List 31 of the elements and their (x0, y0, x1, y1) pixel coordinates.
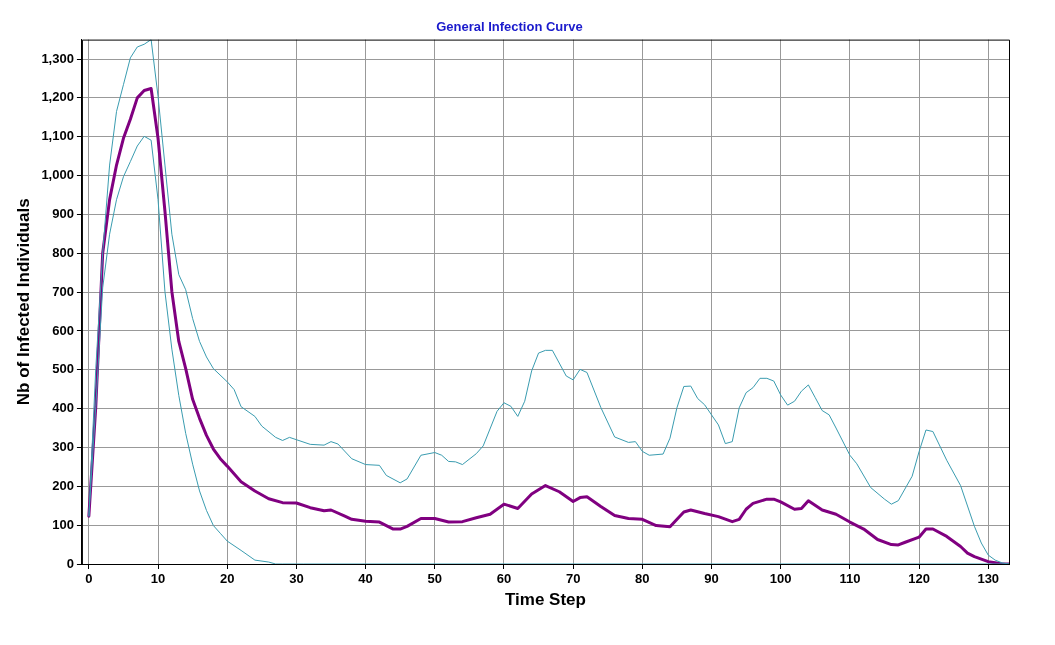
y-tick-label: 0 (66, 555, 74, 571)
x-tick-label: 30 (289, 571, 304, 587)
y-tick-label: 1,100 (41, 128, 74, 144)
chart-title: General Infection Curve (436, 19, 583, 35)
y-tick-label: 800 (52, 244, 74, 260)
y-tick-label: 200 (52, 477, 74, 493)
x-tick-label: 0 (85, 571, 93, 587)
x-tick-label: 50 (427, 571, 443, 587)
y-tick-label: 1,200 (41, 89, 74, 105)
x-tick-label: 60 (496, 571, 512, 587)
x-tick-label: 90 (704, 571, 719, 587)
x-tick-label: 100 (769, 571, 792, 587)
y-tick-label: 1,300 (41, 50, 74, 66)
y-tick-label: 400 (52, 400, 74, 416)
y-tick-label: 100 (52, 516, 74, 532)
x-tick-label: 80 (635, 571, 650, 587)
y-tick-label: 1,000 (41, 167, 74, 183)
y-tick-label: 300 (52, 439, 74, 455)
x-tick-label: 20 (219, 571, 235, 587)
y-tick-label: 900 (52, 205, 74, 221)
x-axis-title: Time Step (505, 590, 586, 610)
y-axis-title: Nb of Infected Individuals (13, 198, 33, 406)
x-tick-label: 120 (908, 571, 930, 587)
x-tick-label: 110 (839, 571, 861, 587)
y-tick-label: 500 (52, 361, 74, 377)
y-tick-label: 700 (52, 283, 74, 299)
x-tick-label: 10 (150, 571, 166, 587)
x-tick-label: 70 (565, 571, 581, 587)
x-tick-label: 130 (977, 571, 1000, 587)
y-tick-label: 600 (52, 322, 74, 338)
x-tick-label: 40 (358, 571, 373, 587)
